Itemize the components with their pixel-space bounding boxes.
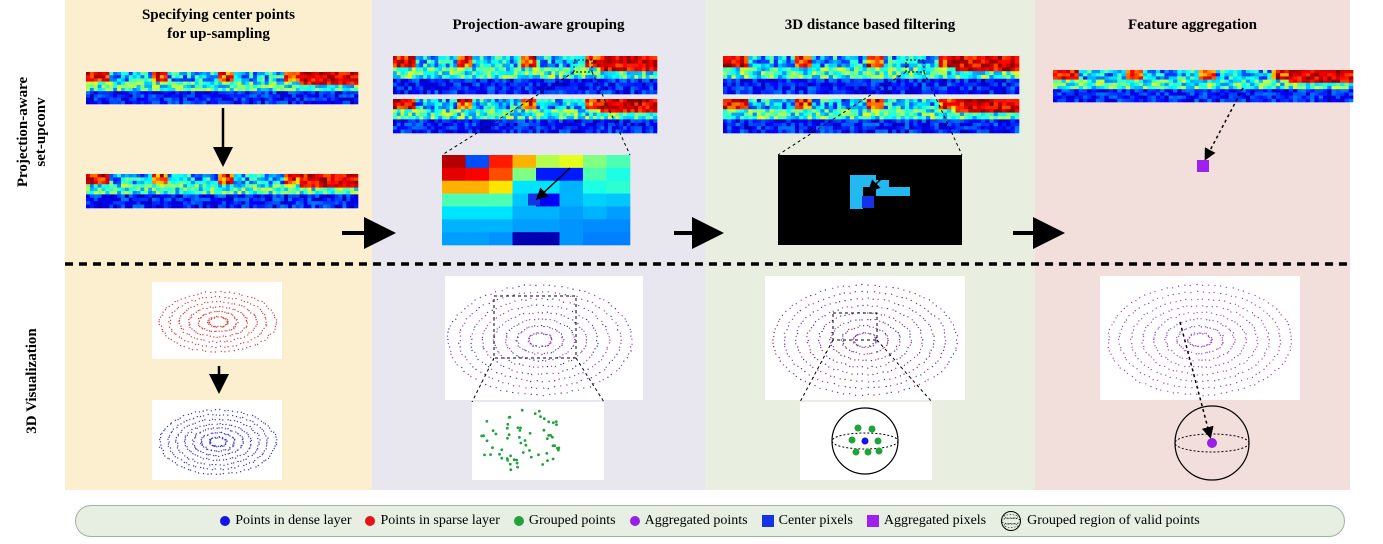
filtered-pixel: [850, 175, 876, 187]
legend-label: Aggregated pixels: [883, 513, 987, 528]
center-pointer-arrow: [535, 167, 571, 201]
grouping-window-marker: [573, 59, 593, 73]
pointcloud-panel-aggregation: [1100, 276, 1300, 400]
pointcloud-dense: [158, 408, 278, 475]
legend-label: Points in dense layer: [235, 513, 352, 528]
filtered-pixel: [876, 180, 889, 187]
zoom-line-left-3: [777, 71, 907, 156]
column-title-2-line1: Projection-aware grouping: [452, 17, 625, 33]
row-label-bottom-text: 3D Visualization: [24, 328, 40, 434]
legend-square-icon: [866, 515, 879, 527]
column-title-4-line1: Feature aggregation: [1127, 17, 1257, 33]
column-title-1: Specifying center points for up-sampling: [65, 6, 372, 44]
legend-item: Aggregated points: [629, 513, 748, 529]
column-title-4: Feature aggregation: [1035, 16, 1350, 35]
pointcloud-panel-sparse: [152, 282, 282, 359]
legend-label: Grouped points: [528, 513, 616, 528]
sphere-equator: [831, 432, 899, 450]
aggregation-sphere-equator: [1174, 433, 1250, 453]
grouped-points-in-sphere: [848, 424, 883, 456]
aggregated-point: [1207, 438, 1217, 448]
range-image-col3-a: [723, 56, 1020, 95]
legend-dot-icon: [365, 516, 376, 526]
legend-item: Points in dense layer: [220, 513, 351, 529]
pointcloud-sparse: [158, 290, 278, 353]
zoom-line-left-b2: [471, 357, 495, 403]
legend-item: Grouped region of valid points: [1000, 510, 1200, 532]
range-image-sparse: [86, 72, 359, 105]
zoomed-pixel-grid: [442, 155, 631, 246]
range-image-col2-b: [393, 99, 658, 134]
grouped-points-zoom: [480, 408, 561, 472]
column-title-3: 3D distance based filtering: [705, 16, 1035, 35]
row-label-top: Projection-aware set-upconv: [14, 57, 50, 207]
center-pointer-arrow-3: [867, 171, 889, 193]
aggregation-arrow-3d: [1179, 321, 1214, 439]
pointcloud-panel-dense: [152, 400, 282, 480]
legend-dot-icon: [629, 516, 640, 526]
legend-dot-icon: [220, 516, 231, 526]
legend-label: Center pixels: [778, 513, 853, 528]
legend-item: Points in sparse layer: [365, 513, 500, 529]
aggregation-arrow: [1204, 87, 1244, 161]
pointcloud-panel-filtering: [765, 276, 965, 400]
aggregated-pixel: [1197, 160, 1209, 172]
legend: Points in dense layer Points in sparse la…: [75, 505, 1345, 537]
legend-label: Points in sparse layer: [380, 513, 500, 528]
column-title-3-line1: 3D distance based filtering: [784, 17, 956, 33]
zoom-line-left: [441, 71, 575, 156]
filtering-window-marker: [905, 59, 925, 73]
legend-label: Grouped region of valid points: [1027, 513, 1200, 528]
column-title-2: Projection-aware grouping: [372, 16, 705, 35]
legend-label: Aggregated points: [644, 513, 748, 528]
row-label-top-line1: Projection-aware: [15, 76, 31, 188]
legend-square-icon: [761, 515, 774, 527]
pointcloud-grouping: [446, 284, 633, 397]
legend-item: Grouped points: [513, 513, 616, 529]
pointcloud-filtering: [772, 283, 959, 397]
range-image-col2-a: [393, 56, 658, 95]
filtered-pixel: [876, 187, 910, 196]
filter-region-marker: [832, 312, 878, 341]
column-title-1-line2: for up-sampling: [167, 26, 270, 42]
column-title-1-line1: Specifying center points: [141, 7, 296, 23]
center-pixel: [862, 196, 874, 208]
pointcloud-panel-grouping: [445, 276, 643, 400]
legend-dot-icon: [513, 516, 524, 526]
legend-item: Aggregated pixels: [866, 513, 987, 529]
filtered-pixel: [850, 187, 863, 209]
range-image-dense: [86, 174, 359, 209]
range-image-col4: [1053, 70, 1354, 103]
zoom-line-right-b2: [575, 357, 605, 403]
row-label-bottom: 3D Visualization: [23, 306, 41, 456]
range-image-col3-b: [723, 99, 1020, 134]
pointcloud-aggregation: [1107, 283, 1293, 397]
row-label-top-line2: set-upconv: [33, 97, 49, 167]
grouped-points-panel: [472, 402, 604, 480]
zoom-line-right-b3: [876, 339, 933, 403]
legend-item: Center pixels: [761, 513, 853, 529]
sphere-icon: [1001, 511, 1022, 531]
